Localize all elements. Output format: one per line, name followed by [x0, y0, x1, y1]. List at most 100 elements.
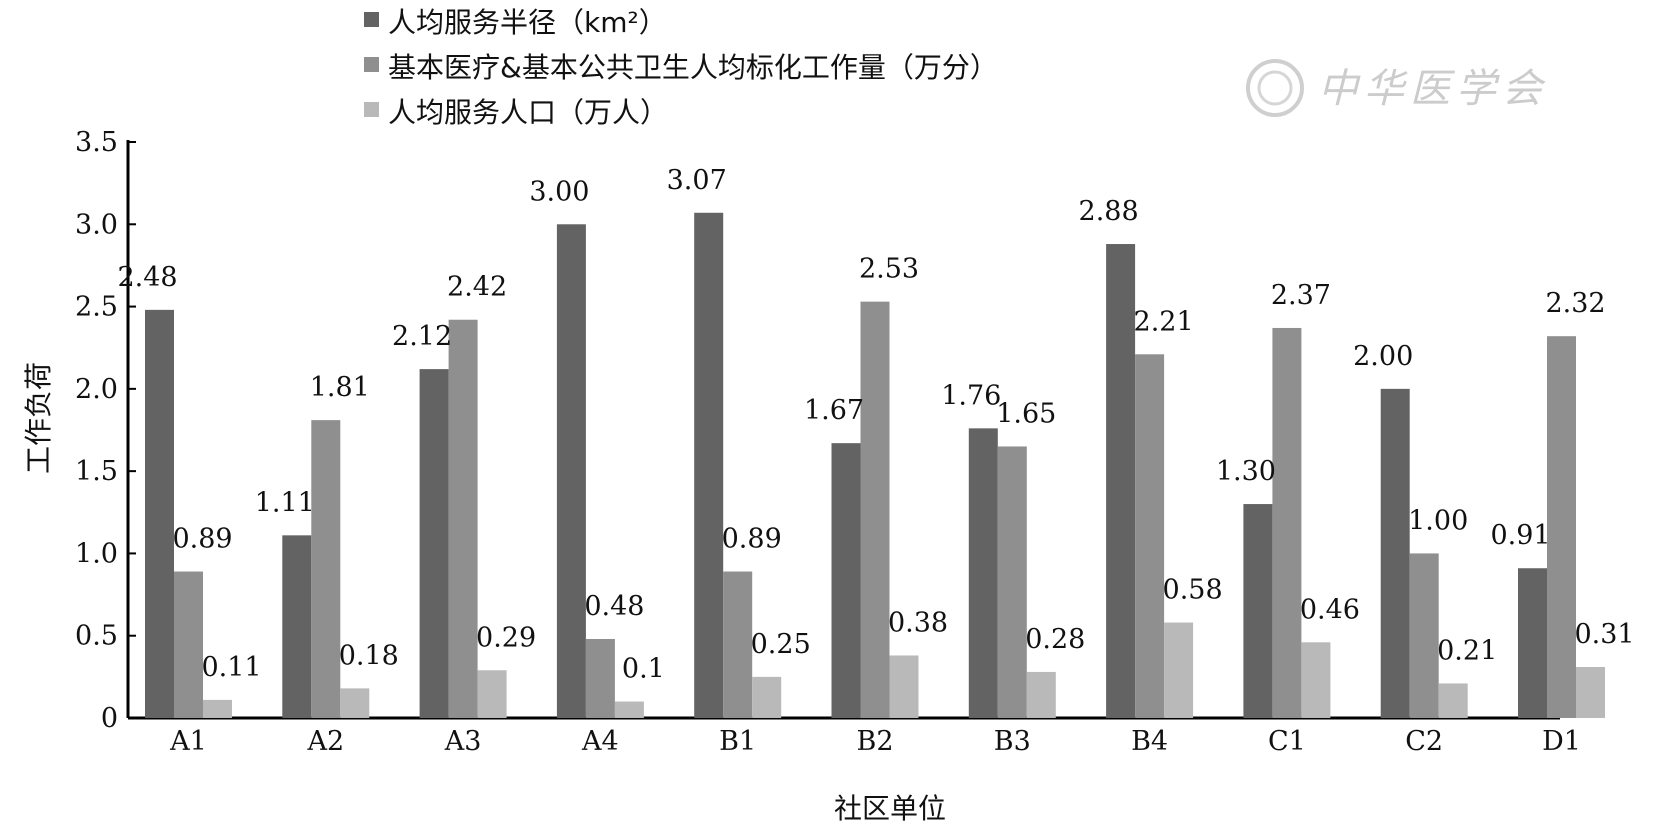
y-tick-label: 3.0 — [75, 209, 118, 240]
x-axis-title: 社区单位 — [834, 792, 946, 825]
bar — [831, 443, 861, 718]
bar — [556, 224, 586, 719]
bar — [752, 676, 782, 718]
bar — [1518, 568, 1547, 718]
data-label: 2.53 — [859, 254, 919, 285]
data-label: 1.65 — [996, 398, 1056, 429]
bar — [477, 670, 507, 718]
data-label: 2.42 — [447, 272, 507, 303]
value-labels: 2.48 1.11 2.12 3.00 3.07 1.67 1.76 2.88 1.30 2.00… — [117, 165, 1634, 685]
bar — [860, 301, 890, 718]
data-label: 0.48 — [584, 591, 644, 622]
data-label: 2.12 — [392, 321, 452, 352]
x-tick-label: A4 — [581, 726, 619, 757]
bar — [1026, 671, 1056, 718]
legend-swatch — [364, 57, 379, 72]
x-tick-label: B3 — [994, 726, 1031, 757]
bar — [889, 655, 919, 718]
bar — [1438, 683, 1468, 718]
bar — [723, 571, 753, 718]
bar — [1547, 336, 1576, 718]
data-label: 0.89 — [722, 524, 782, 555]
legend-label: 基本医疗&基本公共卫生人均标化工作量（万分） — [388, 51, 998, 84]
y-tick-label: 0.5 — [75, 621, 118, 652]
data-label: 0.29 — [476, 622, 536, 653]
bar — [1135, 354, 1165, 718]
watermark-text: 中华医学会 — [1318, 66, 1548, 112]
legend-label: 人均服务人口（万人） — [388, 96, 668, 129]
data-label: 0.28 — [1025, 624, 1085, 655]
watermark-logo — [1246, 59, 1304, 117]
bar — [282, 535, 312, 718]
x-tick-label: C2 — [1405, 726, 1443, 757]
bar — [311, 420, 341, 718]
bar — [1380, 388, 1410, 718]
data-label: 3.07 — [667, 165, 727, 196]
bar — [1576, 666, 1605, 718]
data-label: 0.1 — [622, 654, 665, 685]
y-tick-label: 2.0 — [75, 374, 118, 405]
data-label: 1.81 — [310, 372, 370, 403]
bar — [1164, 622, 1194, 718]
data-label: 2.21 — [1134, 306, 1194, 337]
data-label: 2.37 — [1271, 280, 1331, 311]
bar — [1106, 244, 1136, 718]
x-tick-label: D1 — [1542, 726, 1581, 757]
y-tick-label: 1.5 — [75, 456, 118, 487]
x-tick-label: B1 — [719, 726, 756, 757]
data-label: 1.11 — [255, 487, 315, 518]
legend-swatch — [364, 102, 379, 117]
data-label: 0.11 — [201, 652, 261, 683]
bar — [997, 446, 1027, 718]
data-label: 2.32 — [1545, 288, 1605, 319]
data-label: 0.89 — [172, 524, 232, 555]
x-tick-label: B4 — [1131, 726, 1168, 757]
data-label: 0.46 — [1300, 594, 1360, 625]
y-tick-label: 1.0 — [75, 538, 118, 569]
bar — [174, 571, 203, 718]
data-label: 0.25 — [751, 629, 811, 660]
bar — [448, 319, 478, 718]
bar — [340, 688, 370, 718]
data-label: 1.30 — [1216, 456, 1276, 487]
bar — [1301, 642, 1331, 718]
x-tick-label: A1 — [169, 726, 207, 757]
y-axis-title: 工作负荷 — [22, 362, 55, 474]
data-label: 0.21 — [1437, 635, 1497, 666]
bar — [585, 639, 615, 718]
y-tick-label: 2.5 — [75, 292, 118, 323]
bars — [145, 212, 1605, 719]
legend: 人均服务半径（km²） 基本医疗&基本公共卫生人均标化工作量（万分） 人均服务人口（… — [364, 6, 998, 129]
x-tick-label: A3 — [444, 726, 482, 757]
data-label: 1.00 — [1408, 505, 1468, 536]
data-label: 0.58 — [1163, 575, 1223, 606]
data-label: 2.00 — [1353, 341, 1413, 372]
data-label: 0.38 — [888, 607, 948, 638]
data-label: 2.48 — [117, 262, 177, 293]
y-tick-label: 3.5 — [75, 127, 118, 158]
legend-label: 人均服务半径（km²） — [388, 6, 667, 39]
y-tick-label: 0 — [101, 703, 118, 734]
bar — [1243, 504, 1273, 718]
data-label: 2.88 — [1079, 196, 1139, 227]
bar — [419, 369, 449, 718]
bar — [1409, 553, 1439, 718]
data-label: 0.91 — [1490, 520, 1550, 551]
bar — [968, 428, 998, 718]
x-tick-label: B2 — [856, 726, 893, 757]
bar — [694, 212, 724, 718]
x-tick-label: C1 — [1268, 726, 1306, 757]
data-label: 0.18 — [339, 640, 399, 671]
bar — [614, 701, 644, 718]
bar — [145, 309, 174, 718]
bar — [203, 699, 232, 718]
data-label: 3.00 — [529, 176, 589, 207]
data-label: 1.67 — [804, 395, 864, 426]
watermark: 中华医学会 — [1246, 59, 1548, 117]
data-label: 0.31 — [1574, 619, 1634, 650]
legend-swatch — [364, 12, 379, 27]
x-tick-label: A2 — [306, 726, 344, 757]
bar — [1272, 327, 1302, 718]
data-label: 1.76 — [941, 380, 1001, 411]
